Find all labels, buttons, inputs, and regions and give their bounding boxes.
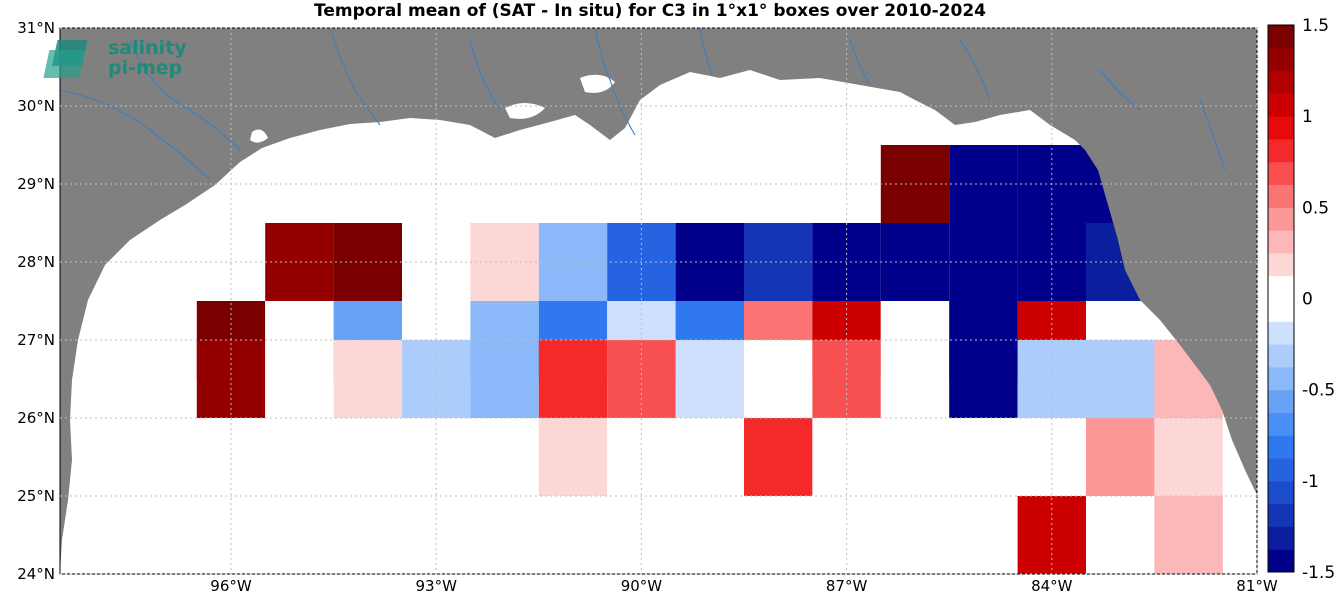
heatmap-cell-62 [1154,418,1223,496]
lat-tick-label-1: 25°N [17,487,55,505]
colorbar-segment-16 [1268,184,1294,208]
colorbar-tick-label-2: 0.5 [1302,198,1329,218]
heatmap-cell-53 [538,418,608,496]
heatmap-cell-61 [1086,418,1155,496]
heatmap-cell-56 [744,418,813,496]
colorbar-frame [1267,24,1295,573]
colorbar-tick-label-5: -1 [1302,472,1319,492]
colorbar-segment-17 [1268,161,1294,186]
colorbar-segment-19 [1268,116,1294,140]
heatmap-cell-58 [880,418,950,496]
colorbar-tick-label-3: 0 [1302,290,1313,310]
lat-tick-label-6: 30°N [17,97,55,115]
colorbar-segment-21 [1268,70,1294,94]
colorbar-segment-1 [1268,526,1294,550]
heatmap-cell-46 [744,340,813,418]
colorbar-segment-18 [1268,138,1294,163]
colorbar-segment-20 [1268,93,1294,117]
colorbar-segment-10 [1268,321,1294,345]
heatmap-cell-18 [949,223,1018,301]
graticule [60,27,1258,575]
colorbar-segment-7 [1268,389,1294,413]
colorbar-segment-2 [1268,503,1294,527]
sabine-lake [250,129,268,143]
lat-tick-label-5: 29°N [17,175,55,193]
heatmap-cell-66 [1086,496,1155,574]
colorbar-segment-22 [1268,47,1294,72]
heatmap-cell-59 [949,418,1018,496]
heatmap-cell-55 [675,418,744,496]
pontchartrain-lake [505,103,545,119]
pi-mep-logo-icon [43,40,88,78]
pearl-lake-patch [580,74,615,93]
heatmap-cell-48 [880,340,950,418]
heatmap-cell-43 [538,340,608,418]
lon-tick-label-3: 87°W [826,577,868,594]
land-mask [60,28,1257,574]
lon-tick-label-5: 81°W [1236,577,1278,594]
heatmap-cell-64 [949,496,1018,574]
lon-tick-label-1: 93°W [415,577,457,594]
latitude-tick-labels: 24°N 25°N 26°N 27°N 28°N 29°N 30°N 31°N [17,19,55,583]
heatmap-cell-39 [265,340,334,418]
map-title: Temporal mean of (SAT - In situ) for C3 … [314,1,986,21]
longitude-tick-labels: 96°W 93°W 90°W 87°W 84°W 81°W [210,577,1278,594]
heatmap-cell-49 [949,340,1018,418]
colorbar-segment-12 [1268,275,1294,299]
heatmap-cell-67 [1154,496,1223,574]
map-frame [59,27,1258,575]
lat-tick-label-4: 28°N [17,253,55,271]
colorbar-segment-11 [1268,298,1294,322]
logo-text-pi-mep: pi-mep [108,57,182,79]
lat-tick-label-7: 31°N [17,19,55,37]
colorbar [1267,24,1295,573]
heatmap-cell-2 [949,145,1018,223]
colorbar-segment-23 [1268,25,1294,49]
pi-mep-logo: salinity pi-mep [43,37,187,79]
river-lines [60,28,1226,181]
colorbar-tick-label-6: -1.5 [1302,563,1335,583]
colorbar-segment-6 [1268,412,1294,436]
colorbar-segment-5 [1268,435,1294,459]
heatmap-cell-40 [333,340,402,418]
colorbar-tick-labels: 1.5 1 0.5 0 -0.5 -1 -1.5 [1302,16,1335,583]
lat-tick-label-3: 27°N [17,331,55,349]
heatmap-cell-42 [470,340,539,418]
heatmap-cell-15 [744,223,813,301]
coastline-land [60,28,1257,574]
lon-tick-label-0: 96°W [210,577,252,594]
colorbar-segment-15 [1268,207,1294,231]
colorbar-segment-8 [1268,366,1294,391]
heatmap-cell-45 [675,340,744,418]
colorbar-segment-9 [1268,344,1294,368]
colorbar-tick-label-1: 1 [1302,107,1313,127]
colorbar-segment-0 [1268,549,1294,573]
colorbar-segment-4 [1268,458,1294,482]
lat-tick-label-2: 26°N [17,409,55,427]
lon-tick-label-2: 90°W [621,577,663,594]
colorbar-tick-label-4: -0.5 [1302,381,1335,401]
heatmap-cell-63 [880,496,950,574]
heatmap-cell-51 [1086,340,1155,418]
colorbar-tick-label-0: 1.5 [1302,16,1329,36]
lat-tick-label-0: 24°N [17,565,55,583]
colorbar-segment-13 [1268,252,1294,277]
heatmap-cell-23 [1291,223,1339,301]
logo-text-salinity: salinity [108,37,187,59]
lon-tick-label-4: 84°W [1031,577,1073,594]
colorbar-segment-3 [1268,480,1294,505]
colorbar-segment-14 [1268,230,1294,254]
